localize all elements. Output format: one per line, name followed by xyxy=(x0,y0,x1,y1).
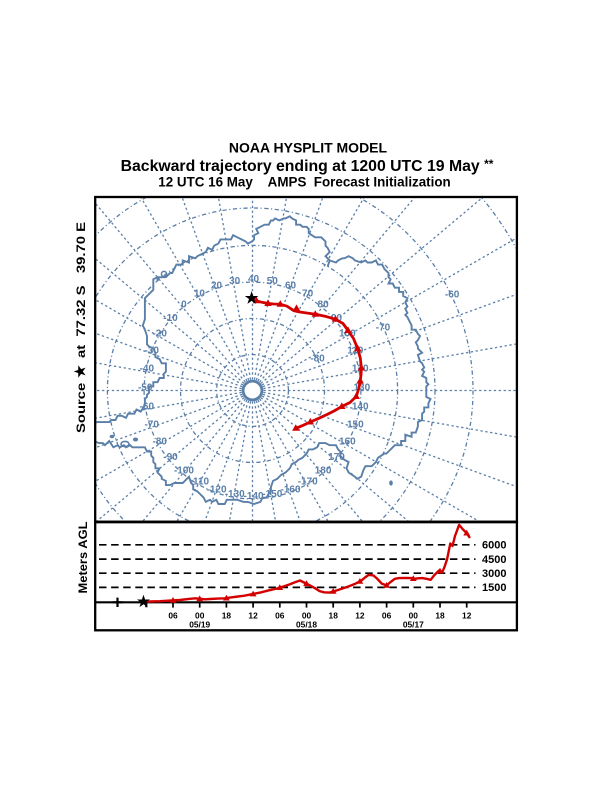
svg-text:6000: 6000 xyxy=(482,540,506,552)
svg-text:-90: -90 xyxy=(163,452,178,463)
svg-text:05/18: 05/18 xyxy=(296,619,317,629)
svg-text:18: 18 xyxy=(222,611,232,621)
svg-text:180: 180 xyxy=(315,466,332,477)
svg-text:06: 06 xyxy=(275,611,285,621)
svg-text:-130: -130 xyxy=(225,489,245,500)
svg-text:Backward trajectory ending at: Backward trajectory ending at 1200 UTC 1… xyxy=(121,157,494,175)
svg-text:00: 00 xyxy=(302,611,312,621)
svg-text:05/17: 05/17 xyxy=(403,619,424,629)
svg-text:20: 20 xyxy=(211,281,223,292)
svg-text:-50: -50 xyxy=(138,383,153,394)
svg-text:40: 40 xyxy=(248,274,260,285)
svg-text:-10: -10 xyxy=(163,313,178,324)
svg-text:3000: 3000 xyxy=(482,568,506,580)
svg-text:-70: -70 xyxy=(144,420,159,431)
svg-text:50: 50 xyxy=(267,276,279,287)
svg-text:140: 140 xyxy=(352,401,369,412)
svg-text:100: 100 xyxy=(339,328,356,339)
svg-text:-160: -160 xyxy=(280,484,300,495)
svg-text:70: 70 xyxy=(302,289,314,300)
svg-text:-150: -150 xyxy=(262,489,282,500)
svg-text:06: 06 xyxy=(168,611,178,621)
svg-text:0: 0 xyxy=(181,300,187,311)
svg-text:10: 10 xyxy=(194,289,206,300)
svg-text:-30: -30 xyxy=(144,346,159,357)
svg-text:00: 00 xyxy=(409,611,419,621)
svg-text:-80: -80 xyxy=(310,354,325,365)
svg-text:NOAA HYSPLIT MODEL: NOAA HYSPLIT MODEL xyxy=(229,140,388,156)
svg-text:00: 00 xyxy=(195,611,205,621)
svg-text:12 UTC 16 May AMPS Forecas: 12 UTC 16 May AMPS Forecast Initializati… xyxy=(158,174,450,189)
svg-text:06: 06 xyxy=(382,611,392,621)
svg-text:05/19: 05/19 xyxy=(189,619,210,629)
svg-text:-70: -70 xyxy=(376,323,391,334)
svg-text:Source at 77.32 S 39.7: Source at 77.32 S 39.70 E xyxy=(74,222,88,433)
svg-text:130: 130 xyxy=(353,383,370,394)
svg-text:4500: 4500 xyxy=(482,554,506,566)
svg-text:150: 150 xyxy=(347,420,364,431)
svg-text:Meters AGL: Meters AGL xyxy=(76,522,90,594)
svg-text:-120: -120 xyxy=(206,484,226,495)
svg-text:12: 12 xyxy=(248,611,258,621)
svg-text:60: 60 xyxy=(285,281,297,292)
svg-text:-40: -40 xyxy=(140,364,155,375)
svg-text:18: 18 xyxy=(435,611,445,621)
svg-text:-140: -140 xyxy=(243,491,263,502)
svg-text:-110: -110 xyxy=(190,476,210,487)
svg-text:12: 12 xyxy=(355,611,365,621)
svg-text:-170: -170 xyxy=(298,476,318,487)
svg-text:18: 18 xyxy=(329,611,339,621)
svg-text:-100: -100 xyxy=(174,466,194,477)
svg-text:30: 30 xyxy=(229,276,241,287)
svg-text:80: 80 xyxy=(318,300,330,311)
svg-text:-60: -60 xyxy=(445,290,460,301)
svg-text:160: 160 xyxy=(339,437,356,448)
svg-text:12: 12 xyxy=(462,611,472,621)
svg-text:170: 170 xyxy=(328,452,345,463)
svg-text:-60: -60 xyxy=(140,401,155,412)
svg-text:-20: -20 xyxy=(152,328,167,339)
svg-text:1500: 1500 xyxy=(482,582,506,594)
svg-text:-80: -80 xyxy=(152,437,167,448)
